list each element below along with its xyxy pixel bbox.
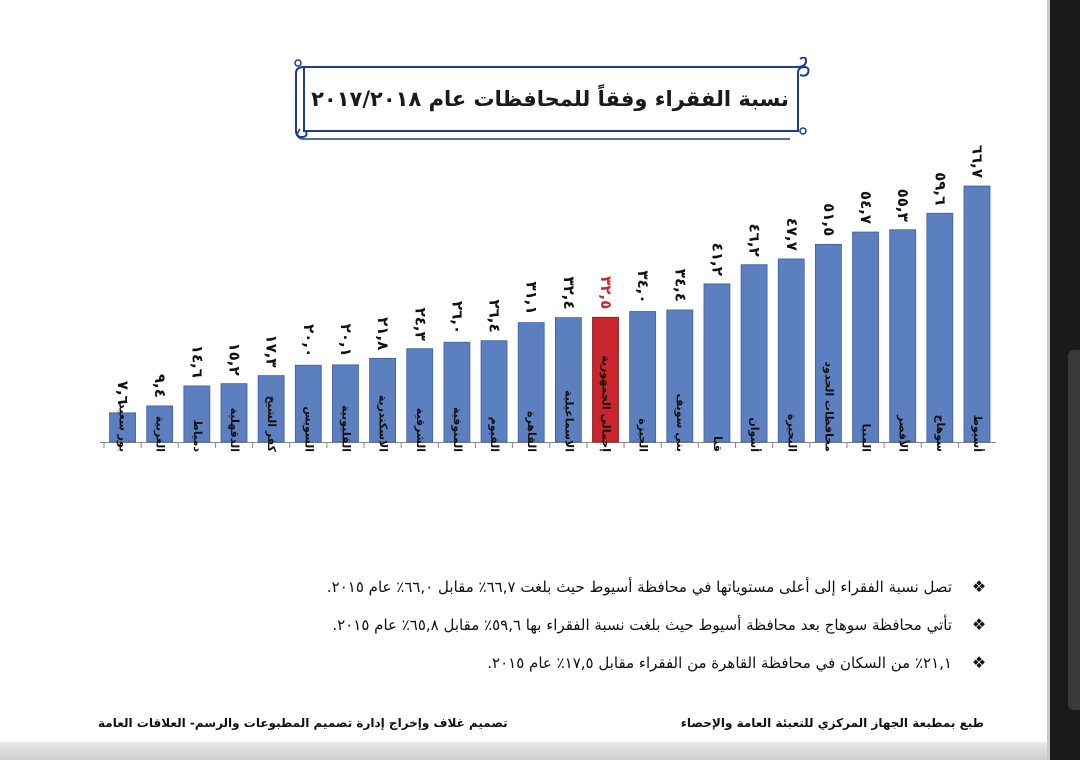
note-item: ❖ تأتي محافظة سوهاج بعد محافظة أسيوط حيث… [280,606,992,644]
bar-12 [517,322,545,443]
value-label-4: ٥١,٥ [820,203,838,236]
bar-18 [294,364,322,443]
value-label-20: ١٥,٢ [226,342,244,375]
bar-17 [332,364,359,443]
value-label-6: ٤٦,٢ [746,224,764,257]
bullet-diamond-icon: ❖ [971,615,987,634]
category-label-20: الدقهلية [228,408,241,452]
bar-6 [740,264,768,443]
title-banner: نسبة الفقراء وفقاً للمحافظات عام ٢٠١٧/٢٠… [290,57,810,140]
category-label-15: الشرقية [414,408,427,452]
bar-8 [666,309,694,443]
category-label-10: إجمالي الجمهورية [600,355,613,452]
category-label-23: بور سعيد [117,403,130,452]
note-text: ٢١,١٪ من السكان في محافظة القاهرة من الف… [487,654,952,672]
notes-list: ❖ تصل نسبة الفقراء إلى أعلى مستوياتها في… [280,568,992,682]
category-label-4: محافظات الحدود [822,362,835,452]
bar-1 [926,212,954,443]
category-label-1: سوهاج [933,415,947,452]
category-label-18: السويس [302,406,315,452]
bar-7 [703,283,731,443]
bar-15 [406,348,434,443]
category-label-11: الاسماعيلية [562,390,575,452]
note-item: ❖ ٢١,١٪ من السكان في محافظة القاهرة من ا… [280,644,992,682]
category-label-8: بني سويف [674,393,687,452]
chart-title: نسبة الفقراء وفقاً للمحافظات عام ٢٠١٧/٢٠… [311,86,789,111]
value-label-3: ٥٤,٧ [857,191,875,224]
value-label-9: ٣٤,٠ [634,270,652,303]
bullet-diamond-icon: ❖ [971,577,987,596]
bar-14 [443,341,471,443]
value-label-7: ٤١,٢ [708,243,726,276]
bar-2 [889,229,917,443]
chart-svg: ٦٦,٧ أسيوط ٥٩,٦ سوهاج ٥٥,٣ الأقصر ٥٤,٧ المنيا ٥١… [100,145,996,453]
footer-printer: طبع بمطبعة الجهاز المركزي للتعبئة العامة… [680,716,984,730]
category-label-0: أسيوط [971,415,985,452]
bar-11 [554,317,582,443]
bar-4 [815,243,842,443]
bar-20 [220,383,248,443]
screen-edge-handle [1068,350,1080,710]
value-label-14: ٢٦,٠ [448,301,466,334]
category-label-16: الاسكندرية [377,395,390,452]
value-label-11: ٣٢,٤ [560,276,578,309]
value-label-23: ٧,٦ [114,381,132,405]
category-label-5: البحيرة [785,414,798,452]
bar-19 [257,375,285,443]
category-label-21: دمياط [191,419,204,452]
bar-22 [146,405,174,443]
value-label-21: ١٤,٦ [188,345,206,378]
value-label-5: ٤٧,٧ [783,218,801,251]
value-label-8: ٣٤,٤ [671,269,689,302]
value-label-1: ٥٩,٦ [931,172,949,205]
category-label-22: الغربية [154,416,167,452]
value-label-22: ٩,٤ [151,374,169,398]
bar-23 [109,412,136,443]
note-text: تصل نسبة الفقراء إلى أعلى مستوياتها في م… [326,578,952,596]
bar-13 [480,340,508,443]
category-label-2: الأقصر [897,414,911,452]
value-label-13: ٢٦,٤ [486,300,504,333]
note-text: تأتي محافظة سوهاج بعد محافظة أسيوط حيث ب… [332,616,952,634]
bar-0 [963,185,991,443]
bar-5 [777,258,805,443]
category-label-19: كفر الشيخ [265,396,278,453]
poverty-bar-chart: ٦٦,٧ أسيوط ٥٩,٦ سوهاج ٥٥,٣ الأقصر ٥٤,٧ المنيا ٥١… [100,145,996,453]
bar-16 [369,357,397,443]
scroll-frame [294,57,810,140]
value-label-17: ٢٠,١ [337,324,355,357]
bar-10 [592,316,619,443]
value-label-19: ١٧,٣ [263,334,281,367]
value-label-0: ٦٦,٧ [969,145,987,178]
value-label-12: ٣١,١ [523,281,541,314]
bar-3 [852,231,879,443]
bar-9 [629,311,657,443]
value-label-2: ٥٥,٣ [894,189,912,222]
category-label-7: قنا [711,436,724,452]
report-page: نسبة الفقراء وفقاً للمحافظات عام ٢٠١٧/٢٠… [0,0,1050,760]
page-bottom-shadow [0,742,1050,760]
category-label-12: القاهرة [525,411,538,452]
page-edge [1047,0,1050,760]
note-item: ❖ تصل نسبة الفقراء إلى أعلى مستوياتها في… [280,568,992,606]
category-label-13: الفيوم [488,417,501,452]
category-label-6: أسوان [748,417,762,452]
bullet-diamond-icon: ❖ [971,653,987,672]
category-label-14: المنوفية [451,407,464,452]
value-label-15: ٢٤,٣ [411,308,429,341]
bar-21 [183,385,211,443]
category-label-3: المنيا [860,424,873,452]
category-label-9: الجيزة [637,418,650,452]
value-label-16: ٢١,٨ [374,317,392,350]
value-label-18: ٢٠,٠ [300,324,318,357]
value-label-10: ٣٢,٥ [597,276,615,309]
category-label-17: القليوبية [339,405,352,452]
footer-design: تصميم غلاف وإخراج إدارة تصميم المطبوعات … [98,716,508,730]
